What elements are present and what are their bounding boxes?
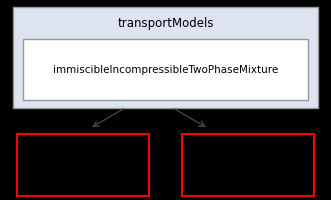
FancyBboxPatch shape [13, 8, 318, 108]
Text: immiscibleIncompressibleTwoPhaseMixture: immiscibleIncompressibleTwoPhaseMixture [53, 65, 278, 75]
FancyBboxPatch shape [23, 40, 308, 100]
Text: transportModels: transportModels [117, 17, 214, 29]
FancyBboxPatch shape [182, 134, 314, 196]
FancyBboxPatch shape [17, 134, 149, 196]
